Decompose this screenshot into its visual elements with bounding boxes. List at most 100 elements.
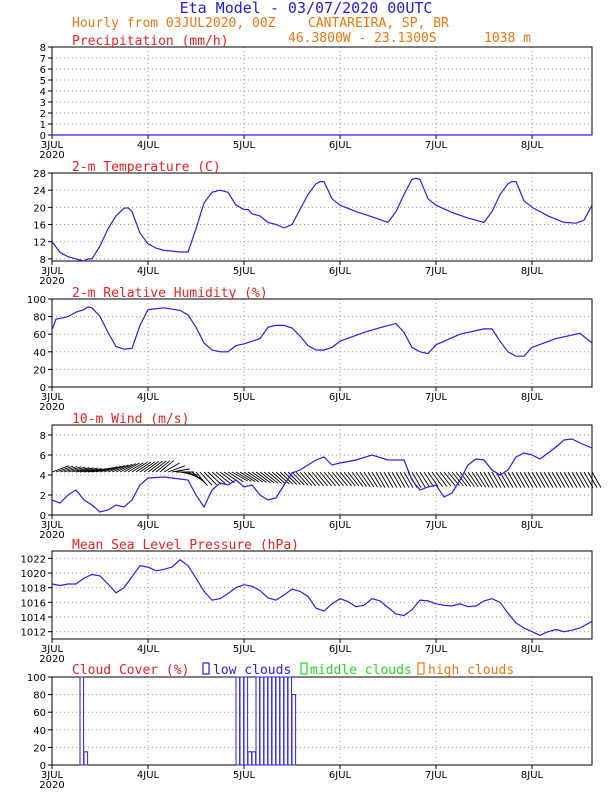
wind-barb	[535, 471, 546, 488]
elevation: 1038 m	[484, 31, 531, 46]
x-tick-label: 3JUL	[41, 644, 64, 655]
wind-barb	[575, 471, 586, 488]
wind-barb	[467, 471, 479, 488]
wind-barb	[107, 465, 125, 473]
wind-barb	[111, 464, 129, 473]
x-tick-label: 3JUL	[41, 140, 64, 151]
x-tick-label: 6JUL	[329, 392, 352, 403]
wind-barb	[331, 471, 344, 487]
panel-2: 0 20 40 60 80 100 3JUL2020 4JUL 5JUL 6JUL 7JUL 8JUL…	[27, 286, 593, 413]
y-tick-label: 1020	[21, 569, 46, 580]
x-tick-label: 4JUL	[137, 140, 160, 151]
wind-barb	[591, 471, 602, 488]
cloud-bar	[247, 751, 253, 766]
wind-barb	[143, 461, 159, 473]
wind-barb	[439, 471, 452, 487]
wind-barb	[443, 471, 456, 487]
y-tick-label: 1014	[21, 613, 46, 624]
x-tick-label: 3JUL	[41, 266, 64, 277]
wind-barb	[351, 471, 364, 487]
wind-barb	[263, 471, 279, 484]
x-tick-label: 8JUL	[521, 520, 544, 531]
y-tick-label: 80	[33, 691, 46, 702]
wind-barb	[63, 466, 82, 473]
y-tick-label: 0	[40, 761, 46, 772]
wind-barb	[451, 471, 464, 487]
wind-barb	[295, 471, 309, 486]
cloud-bar	[263, 676, 269, 766]
wind-barb	[119, 463, 137, 473]
panel-5: 0 20 40 60 80 100 3JUL2020 4JUL 5JUL 6JUL 7JUL 8JUL	[27, 673, 593, 791]
wind-barb	[215, 471, 231, 484]
wind-barb	[75, 467, 94, 473]
x-tick-label: 5JUL	[233, 644, 256, 655]
wind-barb	[523, 471, 534, 488]
y-tick-label: 1018	[21, 584, 46, 595]
y-tick-label: 20	[33, 203, 46, 214]
cloud-bar	[235, 676, 241, 766]
wind-barb	[555, 471, 566, 488]
location-name: CANTAREIRA, SP, BR	[308, 16, 449, 31]
wind-barb	[559, 471, 570, 488]
x-tick-label: 3JUL	[41, 520, 64, 531]
wind-barb	[163, 462, 180, 473]
wind-barb	[487, 471, 498, 488]
x-tick-label: 4JUL	[137, 266, 160, 277]
wind-barb	[99, 466, 118, 473]
cloud-bar	[271, 676, 277, 766]
wind-barb	[547, 471, 558, 488]
wind-barb	[511, 471, 522, 488]
y-tick-label: 24	[33, 186, 46, 197]
series-line-temperature	[51, 177, 593, 262]
x-tick-label: 6JUL	[329, 140, 352, 151]
wind-barb	[59, 466, 78, 473]
wind-barb	[411, 471, 422, 488]
wind-barb	[579, 471, 590, 488]
main-title: Eta Model - 03/07/2020 00UTC	[180, 0, 433, 17]
wind-barb	[207, 471, 222, 485]
middle-clouds-label: middle clouds	[310, 663, 412, 678]
wind-barbs	[51, 460, 602, 488]
x-tick-label: 6JUL	[329, 770, 352, 781]
wind-barb	[151, 460, 167, 473]
y-tick-label: 28	[33, 169, 46, 180]
panel-frame	[51, 676, 593, 766]
wind-barb	[127, 462, 144, 473]
cloud-bar	[83, 751, 89, 766]
x-year-label: 2020	[39, 780, 64, 791]
x-year-label: 2020	[39, 402, 64, 413]
cloud-bar	[267, 676, 273, 766]
x-tick-label: 4JUL	[137, 392, 160, 403]
x-tick-label: 7JUL	[425, 266, 448, 277]
panel-frame	[51, 424, 593, 516]
y-tick-label: 80	[33, 313, 46, 324]
panel-title: 10-m Wind (m/s)	[72, 412, 189, 427]
x-tick-label: 3JUL	[41, 392, 64, 403]
wind-barb	[375, 471, 386, 488]
y-tick-label: 0	[40, 131, 46, 142]
wind-barb	[343, 471, 356, 487]
wind-barb	[479, 471, 490, 488]
wind-barb	[395, 471, 406, 488]
wind-barb	[327, 471, 340, 487]
wind-barb	[459, 471, 472, 487]
wind-barb	[291, 471, 305, 486]
x-tick-label: 5JUL	[233, 140, 256, 151]
x-tick-label: 8JUL	[521, 266, 544, 277]
wind-barb	[483, 471, 494, 488]
y-tick-label: 8	[40, 431, 46, 442]
wind-barb	[471, 471, 483, 488]
wind-barb	[415, 471, 426, 488]
wind-barb	[311, 471, 324, 487]
panel-4: 1012 1014 1016 1018 1020 1022 3JUL2020 4JUL 5JUL…	[21, 538, 593, 665]
wind-barb	[551, 471, 562, 488]
y-tick-label: 40	[33, 348, 46, 359]
wind-barb	[531, 471, 542, 488]
wind-barb	[355, 471, 367, 487]
panel-1: 8 12 16 20 24 28 3JUL2020 4JUL 5JUL 6JUL 7JUL 8JUL 2…	[33, 160, 593, 287]
panel-title: Mean Sea Level Pressure (hPa)	[72, 538, 299, 553]
wind-barb	[195, 471, 208, 487]
wind-barb	[235, 471, 252, 482]
